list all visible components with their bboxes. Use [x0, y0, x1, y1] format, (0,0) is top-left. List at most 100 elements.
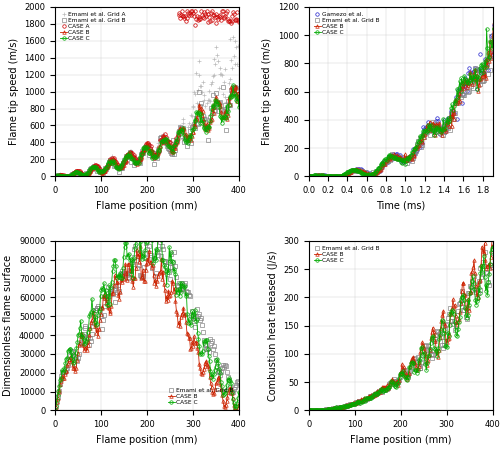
Emami et al. Grid B: [474, 295, 480, 301]
CASE C: [306, 408, 312, 413]
CASE B: [218, 101, 224, 107]
Line: CASE A: CASE A: [54, 9, 240, 178]
Line: CASE B: CASE B: [307, 21, 496, 178]
Emami et al. Grid B: [236, 380, 242, 386]
CASE C: [104, 164, 110, 169]
X-axis label: Flame position (mm): Flame position (mm): [96, 435, 198, 445]
Emami et al. Grid B: [384, 158, 390, 163]
CASE C: [181, 132, 187, 138]
CASE B: [63, 174, 69, 179]
CASE C: [446, 118, 452, 124]
CASE B: [218, 382, 224, 387]
Emami et al. Grid B: [317, 408, 323, 413]
CASE B: [52, 174, 58, 179]
Gamezo et al.: [308, 174, 314, 179]
CASE B: [344, 403, 350, 408]
CASE A: [199, 12, 205, 18]
CASE A: [194, 16, 200, 22]
CASE A: [236, 19, 242, 25]
CASE C: [306, 174, 312, 179]
Emami et al. Grid B: [204, 126, 210, 132]
Emami et al. Grid B: [460, 92, 466, 97]
Emami et al. Grid B: [81, 173, 87, 178]
Line: Emami et al. Grid B: Emami et al. Grid B: [307, 251, 494, 412]
CASE B: [490, 230, 496, 235]
CASE C: [328, 406, 334, 412]
CASE B: [151, 152, 157, 158]
Emami et al. Grid B: [220, 85, 226, 90]
CASE B: [473, 80, 479, 86]
Y-axis label: Flame tip speed (m/s): Flame tip speed (m/s): [8, 38, 18, 145]
CASE B: [90, 313, 96, 318]
Emami et al. Grid B: [492, 38, 498, 44]
Emami et al. Grid B: [433, 129, 439, 134]
Emami et al. Grid B: [86, 343, 92, 348]
CASE B: [399, 156, 405, 161]
Emami et al. Grid B: [228, 390, 234, 395]
Gamezo et al.: [490, 22, 496, 28]
CASE A: [116, 162, 121, 167]
Gamezo et al.: [483, 59, 489, 64]
Line: CASE C: CASE C: [307, 245, 494, 412]
CASE C: [370, 171, 376, 177]
CASE B: [346, 170, 352, 175]
Line: Emami et al. Grid A: Emami et al. Grid A: [53, 35, 241, 179]
Emami et al. Grid B: [480, 260, 486, 265]
CASE B: [397, 371, 403, 376]
CASE B: [236, 401, 242, 407]
Emami et al. Grid A: [214, 52, 220, 58]
Emami et al. Grid B: [313, 408, 319, 413]
Line: Emami et al. Grid B: Emami et al. Grid B: [54, 237, 240, 412]
CASE B: [207, 374, 213, 380]
CASE C: [380, 160, 386, 165]
CASE C: [145, 217, 151, 223]
Gamezo et al.: [314, 173, 320, 178]
CASE C: [358, 399, 364, 404]
Emami et al. Grid B: [129, 155, 135, 160]
Gamezo et al.: [356, 166, 362, 172]
CASE C: [206, 124, 212, 130]
Emami et al. Grid A: [106, 159, 112, 164]
CASE B: [393, 380, 399, 385]
Emami et al. Grid A: [208, 82, 214, 87]
Emami et al. Grid A: [151, 149, 157, 155]
Emami et al. Grid B: [101, 312, 107, 317]
CASE B: [490, 20, 496, 25]
Emami et al. Grid B: [354, 400, 360, 405]
Y-axis label: Combustion heat released (J/s): Combustion heat released (J/s): [268, 250, 278, 401]
Emami et al. Grid B: [91, 164, 97, 169]
CASE C: [192, 308, 198, 313]
X-axis label: Time (ms): Time (ms): [376, 201, 425, 211]
CASE B: [54, 399, 60, 405]
Line: Emami et al. Grid B: Emami et al. Grid B: [54, 86, 240, 178]
Emami et al. Grid B: [482, 250, 488, 255]
Line: CASE B: CASE B: [307, 230, 494, 412]
Emami et al. Grid B: [146, 236, 152, 241]
CASE B: [138, 244, 143, 249]
CASE C: [492, 27, 498, 32]
X-axis label: Flame position (mm): Flame position (mm): [96, 201, 198, 211]
Emami et al. Grid A: [218, 71, 224, 77]
Emami et al. Grid B: [306, 408, 312, 413]
Line: Gamezo et al.: Gamezo et al.: [307, 23, 496, 178]
CASE A: [86, 170, 92, 175]
Gamezo et al.: [341, 172, 347, 178]
Emami et al. Grid A: [103, 163, 109, 168]
Emami et al. Grid B: [60, 369, 66, 375]
CASE B: [460, 280, 466, 285]
Emami et al. Grid B: [488, 33, 494, 39]
CASE B: [103, 166, 109, 171]
CASE C: [116, 272, 121, 278]
Line: CASE C: CASE C: [307, 27, 496, 178]
CASE C: [230, 82, 236, 87]
Emami et al. Grid A: [53, 174, 59, 179]
CASE C: [358, 170, 364, 175]
Emami et al. Grid A: [52, 173, 58, 179]
Emami et al. Grid B: [490, 251, 496, 256]
CASE B: [144, 256, 150, 262]
CASE B: [470, 265, 476, 270]
CASE B: [214, 98, 220, 103]
CASE B: [308, 408, 314, 413]
CASE A: [203, 13, 209, 18]
Legend: Emami et al. Grid B, CASE B, CASE C: Emami et al. Grid B, CASE B, CASE C: [312, 244, 382, 265]
